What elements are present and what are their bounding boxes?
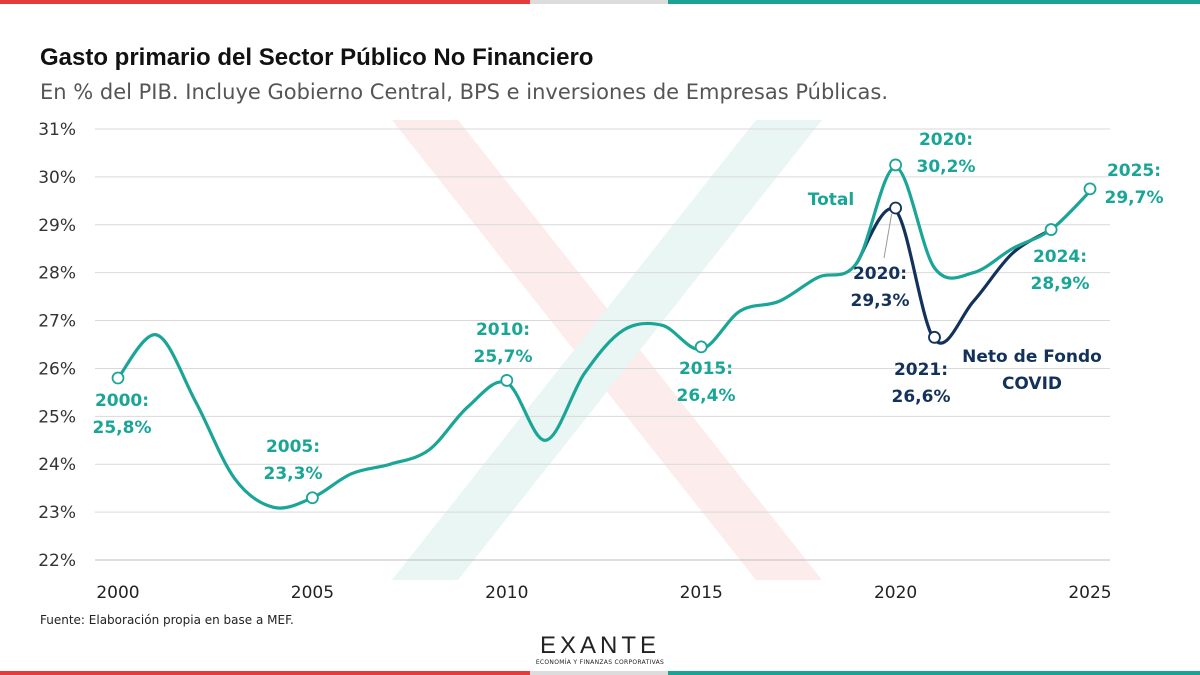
data-label: 2015: 26,4%	[677, 359, 736, 406]
data-point-marker	[500, 374, 514, 387]
data-label-value: 30,2%	[917, 157, 976, 177]
data-label: 2010: 25,7%	[474, 320, 533, 367]
data-label-year: 2015:	[679, 359, 733, 379]
bottom-accent-bar	[0, 671, 1200, 675]
data-point-marker	[1044, 223, 1058, 236]
x-tick-label: 2000	[96, 583, 139, 603]
data-label: 2000: 25,8%	[93, 391, 152, 438]
series-line-total	[116, 165, 1092, 510]
data-point-marker	[694, 340, 708, 354]
logo-tagline: ECONOMÍA Y FINANZAS CORPORATIVAS	[535, 659, 665, 666]
data-label-value: 23,3%	[264, 464, 323, 484]
data-label-value: 25,8%	[93, 418, 152, 438]
top-accent-bar	[0, 0, 1200, 4]
data-label: 2025: 29,7%	[1105, 161, 1164, 208]
series-label: COVID	[1002, 374, 1062, 394]
x-tick-label: 2005	[291, 583, 334, 603]
x-tick-label: 2020	[874, 583, 917, 603]
y-tick-label: 26%	[38, 359, 76, 379]
x-tick-label: 2010	[485, 583, 528, 603]
data-point-marker	[889, 158, 902, 172]
data-label-value: 28,9%	[1031, 274, 1090, 294]
x-tick-label: 2015	[680, 583, 723, 603]
y-tick-label: 25%	[38, 407, 76, 427]
data-label-year: 2005:	[266, 437, 320, 457]
exante-logo: EXANTE ECONOMÍA Y FINANZAS CORPORATIVAS	[532, 634, 668, 667]
data-label-year: 2025:	[1107, 161, 1161, 181]
series-label: Total	[808, 190, 854, 210]
x-tick-label: 2025	[1068, 583, 1111, 603]
y-tick-label: 24%	[38, 455, 76, 475]
data-label: 2024: 28,9%	[1031, 247, 1090, 294]
chart-subtitle: En % del PIB. Incluye Gobierno Central, …	[40, 80, 888, 104]
watermark-x-logo	[392, 120, 822, 580]
data-label-year: 2024:	[1033, 247, 1087, 267]
y-tick-label: 31%	[38, 120, 76, 140]
data-label-year: 2000:	[95, 391, 149, 411]
data-label-value: 25,7%	[474, 347, 533, 367]
data-label-year: 2020:	[919, 130, 973, 150]
data-point-marker	[1083, 182, 1097, 196]
data-label: 2020: 29,3%	[851, 264, 910, 311]
data-label: 2020: 30,2%	[917, 130, 976, 177]
y-tick-label: 23%	[38, 503, 76, 523]
y-tick-label: 28%	[38, 264, 76, 284]
data-label-value: 26,6%	[892, 387, 951, 407]
y-tick-label: 30%	[38, 168, 76, 188]
data-point-marker	[111, 371, 125, 385]
annotation-leader-line	[883, 213, 893, 259]
data-point-marker	[928, 330, 941, 344]
data-point-marker	[889, 201, 902, 215]
data-point-marker	[305, 491, 319, 505]
y-tick-label: 27%	[38, 312, 76, 332]
data-label-year: 2021:	[894, 360, 948, 380]
series-label: Neto de Fondo	[962, 347, 1102, 367]
data-label-value: 29,3%	[851, 291, 910, 311]
data-label: 2021: 26,6%	[892, 360, 951, 407]
data-label-year: 2020:	[853, 264, 907, 284]
source-note: Fuente: Elaboración propia en base a MEF…	[40, 613, 294, 627]
data-label: 2005: 23,3%	[264, 437, 323, 484]
chart-title: Gasto primario del Sector Público No Fin…	[40, 44, 594, 71]
y-tick-label: 29%	[38, 216, 76, 236]
data-label-value: 29,7%	[1105, 188, 1164, 208]
logo-wordmark: EXANTE	[539, 632, 661, 659]
y-tick-label: 22%	[38, 551, 76, 571]
data-label-year: 2010:	[476, 320, 530, 340]
data-label-value: 26,4%	[677, 386, 736, 406]
